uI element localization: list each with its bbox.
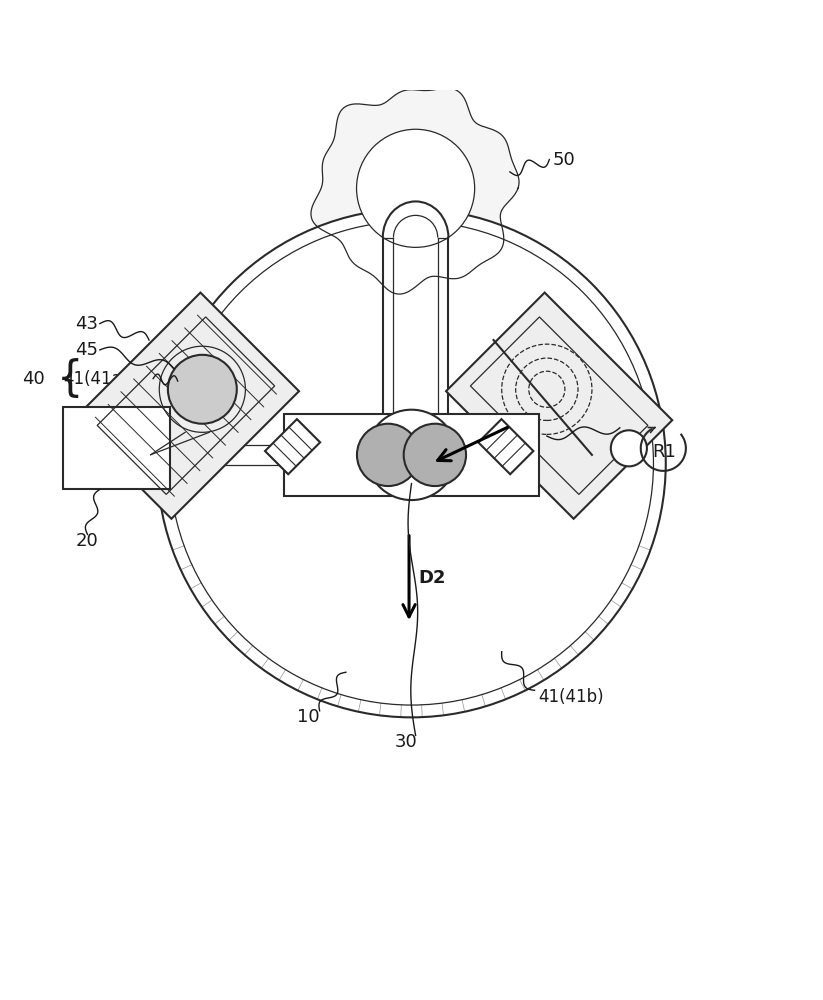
Text: D2: D2 (418, 569, 445, 587)
Polygon shape (446, 293, 672, 519)
Text: 40: 40 (22, 370, 44, 388)
Text: 10: 10 (296, 708, 319, 726)
Bar (285, 414, 538, 496)
Circle shape (157, 209, 666, 717)
Circle shape (404, 424, 466, 486)
Circle shape (611, 430, 647, 466)
Circle shape (357, 424, 419, 486)
Polygon shape (73, 293, 299, 519)
Text: D1: D1 (525, 438, 552, 456)
Text: {: { (57, 358, 84, 400)
Text: 20: 20 (75, 532, 98, 550)
Bar (63, 407, 170, 489)
Bar (538, 445, 611, 465)
Text: 41(41a): 41(41a) (63, 370, 128, 388)
Circle shape (356, 129, 475, 247)
Text: 43: 43 (75, 315, 98, 333)
Circle shape (366, 410, 457, 500)
Text: 41(41b): 41(41b) (538, 688, 604, 706)
Text: 50: 50 (552, 151, 575, 169)
Text: 45: 45 (75, 341, 98, 359)
Polygon shape (265, 419, 320, 474)
Text: 30: 30 (395, 733, 418, 751)
Text: 45: 45 (622, 417, 645, 435)
Circle shape (168, 355, 237, 424)
Bar (170, 445, 285, 465)
Polygon shape (478, 419, 533, 474)
Polygon shape (311, 88, 519, 294)
Text: R1: R1 (652, 443, 676, 461)
